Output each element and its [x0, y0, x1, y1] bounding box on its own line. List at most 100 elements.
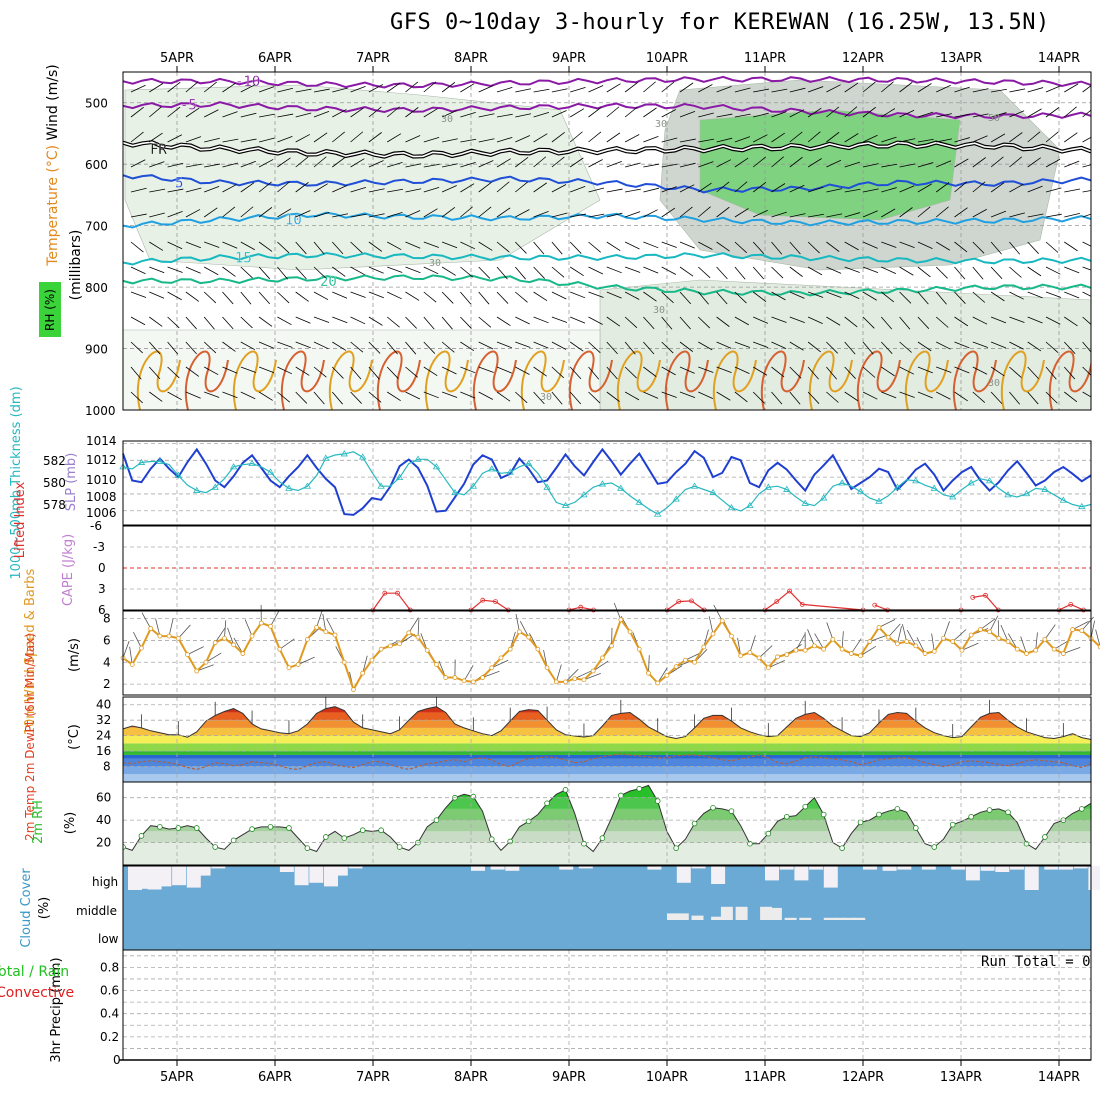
wind-barb	[222, 111, 238, 118]
wind-barb	[569, 391, 582, 405]
wind-barb	[295, 210, 311, 218]
wind-barb	[698, 341, 713, 351]
lifted-index-frame	[122, 525, 1092, 611]
wind-barb	[478, 182, 492, 193]
wind-barb	[588, 187, 605, 193]
wind-barb	[167, 316, 180, 329]
wind-barb	[588, 159, 603, 168]
lifted-index-point	[1068, 602, 1074, 607]
wind10m-point	[719, 618, 725, 624]
wind-barb	[862, 341, 874, 355]
rh2m-point	[212, 844, 218, 850]
wind-barb	[734, 181, 748, 193]
cloud-high-bar	[279, 866, 294, 872]
wind-barb	[588, 241, 601, 253]
wind10m-barb	[583, 673, 601, 681]
wind-barb	[808, 213, 824, 218]
cloud-high-bar	[676, 866, 691, 883]
wind-barb	[734, 208, 749, 218]
wind-barb	[350, 391, 362, 404]
temp-ylabel: 2m Temp 2m DewPt (6hr Min/Max)	[23, 633, 37, 841]
wind-barb	[441, 266, 456, 276]
wind-barb	[478, 341, 494, 350]
temp-contour-low	[328, 350, 373, 410]
rh2m-point	[1078, 806, 1085, 812]
wind10m-ylabel: 10m Wind Speed & Barbs	[23, 569, 38, 736]
cloud-high-bar	[1024, 866, 1039, 890]
date-label-bottom: 8APR	[454, 1070, 488, 1085]
wind-barb	[771, 211, 787, 218]
wind-barb	[990, 366, 1005, 377]
wind-barb	[368, 241, 383, 252]
wind-barb	[405, 163, 422, 168]
rh2m-point	[230, 837, 237, 844]
thickness-series-marker	[783, 485, 791, 492]
wind-barb	[588, 341, 601, 354]
wind-barb	[368, 341, 381, 354]
thickness-series-marker	[193, 486, 201, 493]
wind-barb	[880, 316, 893, 330]
wind10m-point	[406, 630, 412, 636]
wind10m-point	[212, 640, 218, 646]
wind-barb	[533, 341, 549, 349]
wind-barb	[661, 207, 676, 218]
wind-barb	[752, 366, 768, 376]
wind-barb	[807, 241, 820, 254]
wind-barb	[149, 316, 163, 327]
wind10m-point	[1079, 628, 1085, 634]
wind10m-barb	[168, 618, 174, 637]
wind-barb	[716, 113, 733, 118]
thickness-series-marker	[322, 454, 330, 461]
wind-barb	[716, 137, 733, 143]
chart-title: GFS 0~10day 3-hourly for KEREWAN (16.25W…	[390, 10, 1050, 35]
wind10m-barb	[362, 655, 368, 674]
wind-barb	[917, 266, 931, 278]
cloud-high-bar	[1073, 866, 1088, 869]
wind-barb	[332, 341, 347, 351]
wind-barb	[606, 212, 623, 218]
wind-barb	[716, 266, 728, 280]
wind10m-point	[166, 633, 172, 639]
wind-barb	[441, 316, 453, 330]
wind-barb	[277, 316, 292, 326]
wind10m-point	[968, 632, 974, 638]
wind-barb	[332, 316, 348, 324]
wind-barb	[204, 137, 220, 143]
lifted-index-point	[983, 592, 988, 598]
isotherm-line	[123, 274, 1091, 297]
wind10m-point	[876, 624, 882, 630]
wind-barb	[258, 391, 273, 401]
date-label-top: 14APR	[1038, 51, 1080, 66]
rh2m-point	[193, 825, 200, 831]
wind-barb	[789, 184, 805, 193]
wind-barb	[185, 366, 200, 377]
wind-barb	[222, 316, 234, 330]
wind-barb	[258, 159, 274, 168]
wind-barb	[734, 157, 749, 168]
wind-barb	[496, 181, 510, 193]
wind-barb	[972, 113, 989, 118]
wind10m-barb	[869, 634, 887, 642]
wind-barb	[826, 241, 840, 252]
wind-barb	[496, 86, 513, 93]
temp-yunit-part: (°C)	[67, 724, 82, 750]
cloud-label-high: high	[92, 875, 118, 889]
wind-barb	[496, 341, 513, 349]
wind-barb	[386, 82, 401, 93]
wind-barb	[954, 137, 970, 143]
wind-barb	[1082, 391, 1091, 398]
li-ytick: 6	[98, 603, 106, 617]
cloud-high-bar	[505, 866, 520, 871]
wind-barb	[149, 391, 163, 402]
temp-color-band	[123, 727, 1091, 736]
wind10m-barb	[565, 668, 579, 683]
thickness-series-marker	[912, 477, 920, 484]
wind-barb	[1045, 316, 1061, 325]
wind-barb	[496, 316, 511, 326]
wind-barb	[368, 160, 384, 168]
cloud-panel-content	[123, 866, 1100, 950]
wind10m-barb	[648, 655, 650, 674]
wind10m-barb	[841, 631, 844, 650]
wind-barb	[881, 136, 897, 143]
wind-barb	[1009, 183, 1024, 193]
